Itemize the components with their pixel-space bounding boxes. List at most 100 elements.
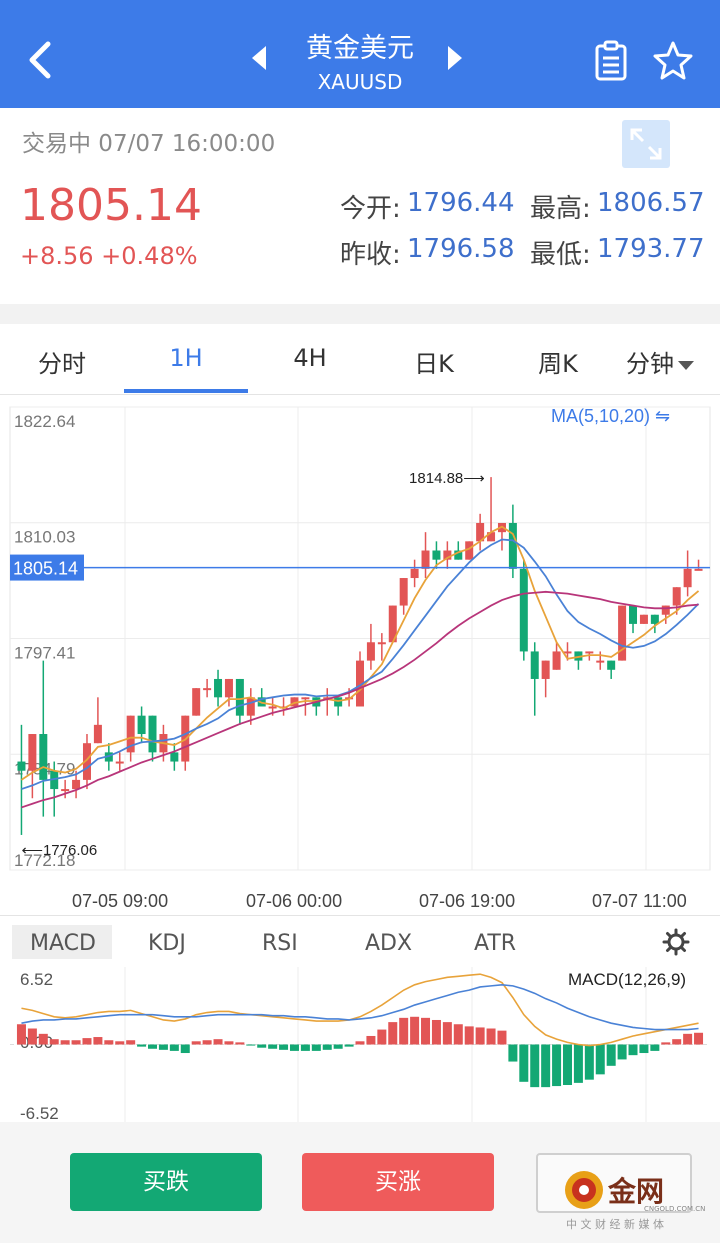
indicator-macd[interactable]: MACD bbox=[30, 931, 96, 956]
settings-gear-icon[interactable] bbox=[662, 928, 690, 956]
indicator-atr[interactable]: ATR bbox=[474, 931, 517, 956]
indicator-rsi[interactable]: RSI bbox=[262, 931, 298, 956]
macd-bar bbox=[431, 1019, 441, 1045]
back-arrow-icon[interactable] bbox=[22, 38, 62, 82]
last-price-tag-bg bbox=[10, 554, 84, 581]
macd-bar bbox=[257, 1044, 267, 1048]
fullscreen-icon[interactable] bbox=[622, 120, 670, 168]
macd-bar bbox=[333, 1044, 343, 1049]
candle bbox=[650, 614, 659, 634]
tab-daily[interactable]: 日K bbox=[414, 350, 454, 378]
macd-bar bbox=[442, 1022, 452, 1045]
candle bbox=[61, 779, 70, 799]
tab-minutes[interactable]: 分钟 bbox=[608, 344, 712, 379]
macd-bar bbox=[606, 1044, 616, 1066]
candle bbox=[356, 651, 364, 707]
tab-timeshare[interactable]: 分时 bbox=[38, 350, 86, 378]
candle bbox=[607, 660, 616, 679]
macd-chart: 6.520.00-6.52 MACD(12,26,9) bbox=[10, 967, 710, 1122]
high-value: 1806.57 bbox=[597, 188, 705, 218]
open-label: 今开: bbox=[340, 194, 401, 224]
macd-bar bbox=[661, 1042, 671, 1045]
candle bbox=[519, 559, 528, 661]
macd-bar bbox=[126, 1040, 136, 1045]
prev-close-label: 昨收: bbox=[340, 240, 401, 270]
price-tick-label: 1822.64 bbox=[14, 412, 75, 431]
last-price-tag: 1805.14 bbox=[13, 559, 78, 579]
candle bbox=[585, 651, 594, 661]
indicator-kdj[interactable]: KDJ bbox=[148, 931, 186, 956]
candle bbox=[203, 678, 212, 698]
quote-panel bbox=[0, 108, 720, 304]
candle bbox=[82, 734, 91, 790]
candle bbox=[214, 669, 223, 707]
candle bbox=[541, 660, 550, 698]
tab-4h[interactable]: 4H bbox=[293, 344, 327, 372]
macd-bar bbox=[300, 1044, 310, 1051]
trading-status: 交易中 07/07 16:00:00 bbox=[22, 131, 276, 157]
candle bbox=[530, 642, 539, 716]
candle bbox=[574, 651, 583, 670]
macd-bar bbox=[322, 1044, 332, 1050]
macd-bar bbox=[573, 1044, 583, 1083]
macd-bar bbox=[180, 1044, 190, 1054]
macd-bar bbox=[93, 1037, 103, 1045]
price-change: +8.56 +0.48% bbox=[20, 242, 198, 270]
ma-label[interactable]: MA(5,10,20) ⇋ bbox=[551, 406, 670, 426]
logo-text: 金网 bbox=[608, 1175, 665, 1208]
candle bbox=[683, 550, 692, 597]
next-symbol-icon[interactable] bbox=[448, 46, 462, 70]
tab-weekly[interactable]: 周K bbox=[538, 350, 578, 378]
macd-bar bbox=[519, 1044, 529, 1082]
logo-icon bbox=[565, 1171, 603, 1209]
macd-label: MACD(12,26,9) bbox=[568, 970, 686, 989]
macd-bar bbox=[366, 1035, 376, 1045]
macd-tick-label: 6.52 bbox=[20, 970, 53, 989]
sell-button[interactable]: 买跌 bbox=[70, 1153, 262, 1211]
time-tick-label: 07-07 11:00 bbox=[592, 891, 687, 911]
candle bbox=[596, 651, 605, 670]
macd-bar bbox=[246, 1044, 256, 1046]
macd-bar bbox=[115, 1041, 125, 1045]
indicator-adx[interactable]: ADX bbox=[365, 931, 413, 956]
page-title: 黄金美元 bbox=[306, 33, 414, 64]
macd-bar bbox=[486, 1028, 496, 1045]
current-price: 1805.14 bbox=[20, 180, 202, 231]
macd-bar bbox=[584, 1044, 594, 1080]
prev-symbol-icon[interactable] bbox=[252, 46, 266, 70]
candle bbox=[366, 623, 375, 670]
extra-button[interactable] bbox=[536, 1153, 692, 1213]
candle bbox=[410, 559, 419, 588]
macd-bar bbox=[169, 1044, 179, 1051]
macd-bar bbox=[27, 1028, 37, 1045]
buy-button[interactable]: 买涨 bbox=[302, 1153, 494, 1211]
candle bbox=[476, 513, 485, 551]
candle bbox=[290, 697, 299, 707]
favorite-star-icon[interactable] bbox=[652, 40, 694, 82]
macd-bar bbox=[16, 1024, 26, 1045]
macd-bar bbox=[235, 1042, 245, 1045]
price-tick-label: 1797.41 bbox=[14, 644, 75, 663]
macd-bar bbox=[158, 1044, 168, 1050]
macd-bar bbox=[683, 1033, 693, 1045]
ma20-line bbox=[21, 590, 699, 809]
macd-bar bbox=[38, 1033, 48, 1045]
macd-bar bbox=[202, 1040, 212, 1045]
clipboard-icon[interactable] bbox=[592, 40, 630, 82]
tab-1h[interactable]: 1H bbox=[169, 344, 203, 372]
macd-bar bbox=[497, 1030, 507, 1045]
macd-bar bbox=[137, 1044, 147, 1047]
open-value: 1796.44 bbox=[407, 188, 515, 218]
macd-bar bbox=[464, 1026, 474, 1045]
candle bbox=[28, 734, 37, 799]
time-tick-label: 07-05 09:00 bbox=[72, 891, 168, 911]
active-indicator-highlight bbox=[12, 925, 112, 959]
ma10-line bbox=[21, 538, 700, 790]
macd-bar bbox=[617, 1044, 627, 1060]
high-marker: 1814.88⟶ bbox=[409, 470, 485, 487]
symbol-code: XAUUSD bbox=[317, 70, 403, 94]
macd-bar bbox=[399, 1017, 409, 1045]
macd-bar bbox=[650, 1044, 660, 1051]
price-tick-label: 1772.18 bbox=[14, 851, 75, 870]
